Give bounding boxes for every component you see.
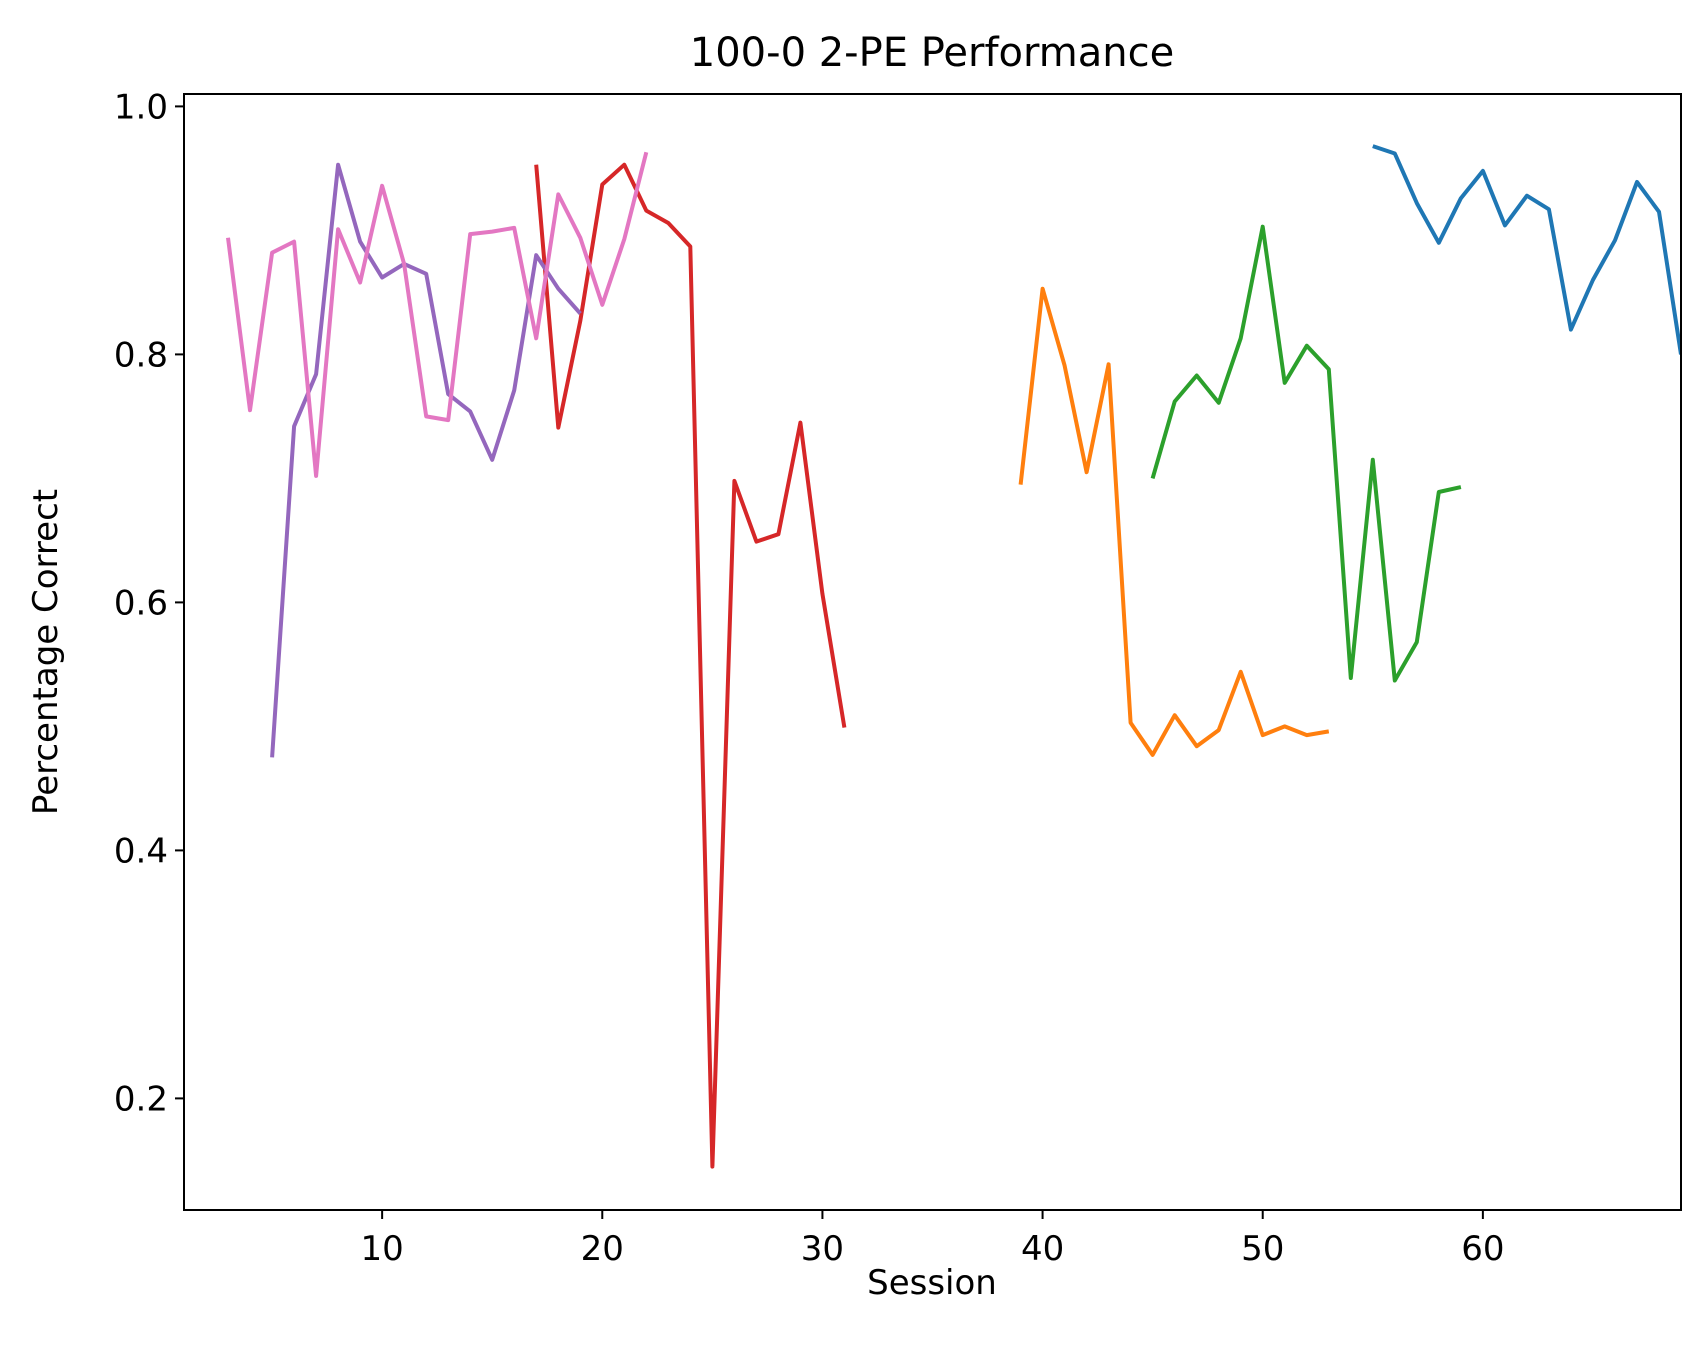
series-line-2: [1018, 286, 1330, 757]
x-tick-label: 60: [1461, 1229, 1504, 1269]
y-axis-label: Percentage Correct: [26, 489, 66, 815]
x-axis: 10 20 30 40 50 60: [360, 1210, 1505, 1269]
plot-frame: [183, 93, 1682, 1211]
series-line-3: [1150, 224, 1462, 683]
plot-area: [183, 93, 1682, 1211]
y-tick-label: 1.0: [114, 87, 168, 127]
x-tick-label: 10: [360, 1229, 403, 1269]
x-axis-label: Session: [867, 1263, 997, 1303]
series-line-4: [534, 162, 847, 1169]
y-tick-label: 0.2: [114, 1079, 168, 1119]
series-line-6: [226, 151, 649, 478]
y-axis: 0.2 0.4 0.6 0.8 1.0: [114, 87, 184, 1119]
y-tick-label: 0.8: [114, 335, 168, 375]
chart-title: 100-0 2-PE Performance: [690, 30, 1174, 76]
series-line-1: [1372, 144, 1681, 355]
x-tick-label: 30: [801, 1229, 844, 1269]
series-layer: [226, 144, 1681, 1169]
x-tick-label: 20: [581, 1229, 624, 1269]
x-tick-label: 40: [1021, 1229, 1064, 1269]
x-tick-label: 50: [1241, 1229, 1284, 1269]
y-tick-label: 0.4: [114, 831, 168, 871]
y-tick-label: 0.6: [114, 583, 168, 623]
